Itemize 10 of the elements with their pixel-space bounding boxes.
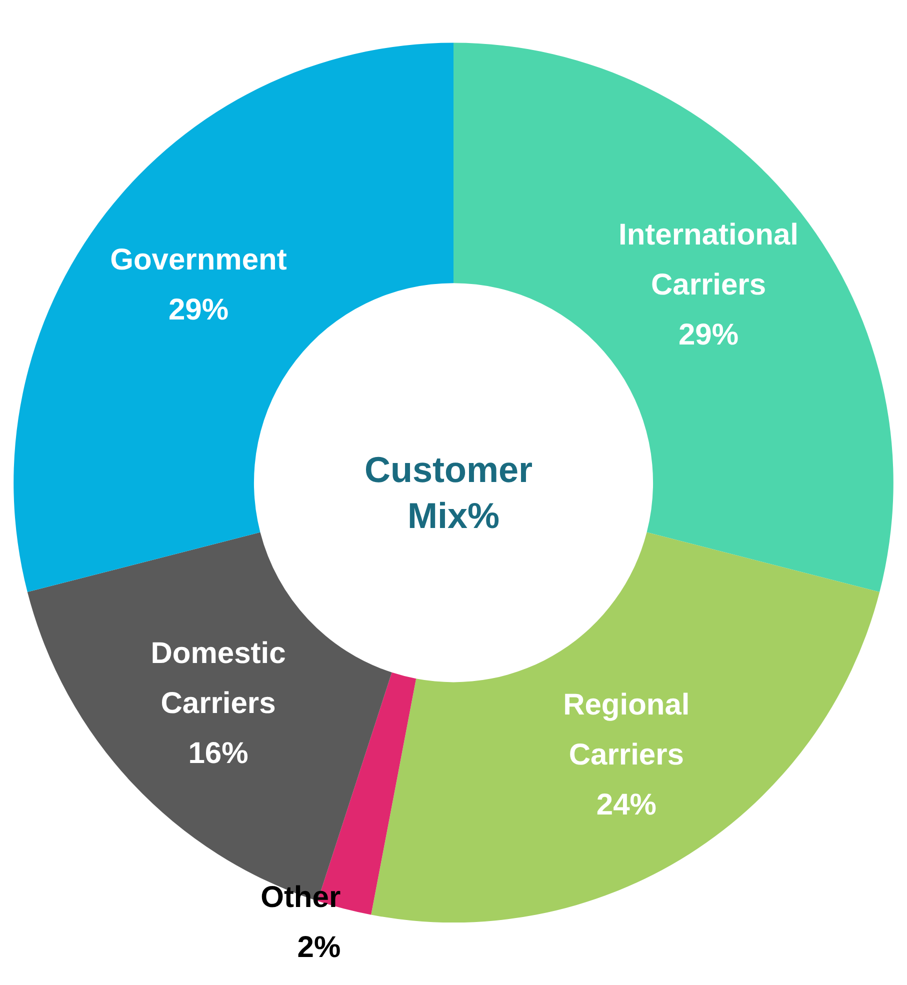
slice-label: International Carriers xyxy=(618,218,799,302)
slice-label: Domestic Carriers xyxy=(150,637,286,720)
data-label: 16% xyxy=(188,737,248,770)
text: Customer Mix% xyxy=(364,449,543,536)
data-label: 24% xyxy=(596,788,656,822)
slice-label: Regional Carriers xyxy=(563,688,690,772)
slice-label: Government xyxy=(110,243,287,276)
data-label: 2% xyxy=(297,930,341,964)
data-label: 29% xyxy=(678,318,739,352)
data-label: 29% xyxy=(168,293,229,326)
